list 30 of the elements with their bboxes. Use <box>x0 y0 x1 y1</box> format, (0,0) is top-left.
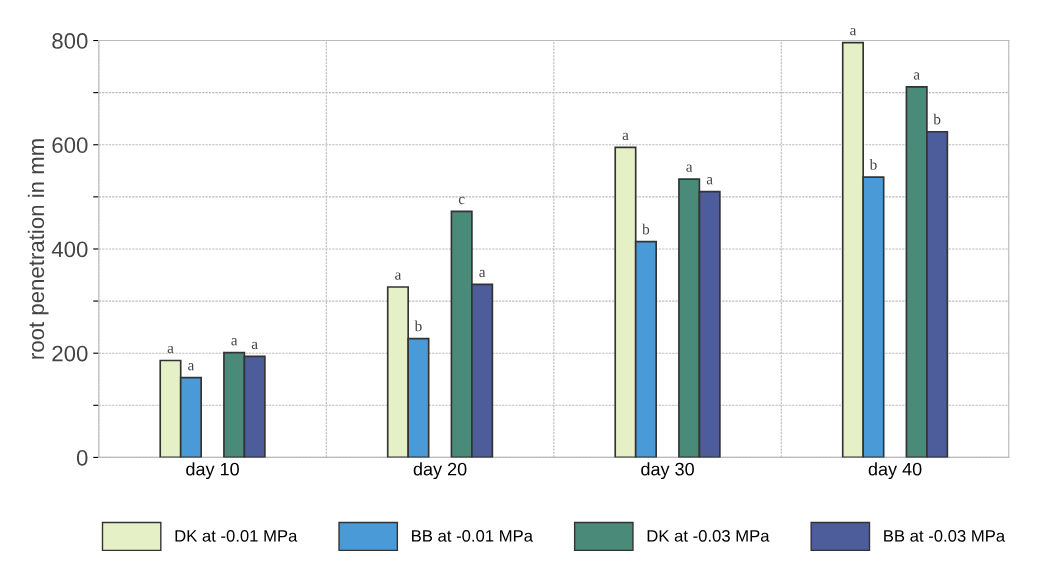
legend-label: DK at -0.03 MPa <box>647 529 770 542</box>
data-label: a <box>706 177 713 185</box>
x-tick-label: day 40 <box>868 462 922 480</box>
data-label: b <box>869 159 877 170</box>
data-label: a <box>622 132 629 141</box>
data-label: a <box>167 345 174 354</box>
legend-label: DK at -0.01 MPa <box>175 529 298 542</box>
data-label: a <box>188 363 195 371</box>
y-tick-label: 600 <box>52 137 88 154</box>
data-label: b <box>642 223 650 235</box>
data-label: a <box>850 28 857 36</box>
legend-label: BB at -0.03 MPa <box>884 529 1006 542</box>
x-tick-label: day 30 <box>641 462 694 480</box>
y-tick-label: 0 <box>76 449 88 466</box>
y-tick-label: 200 <box>52 345 88 362</box>
x-tick-label: day 10 <box>186 462 239 480</box>
data-label: a <box>479 269 486 278</box>
data-label: b <box>933 113 941 125</box>
legend-label: BB at -0.01 MPa <box>412 529 533 542</box>
data-label: a <box>395 272 402 280</box>
y-axis-title: root penetration in mm <box>27 139 49 359</box>
data-label: a <box>251 341 258 350</box>
y-tick-label: 400 <box>51 241 88 258</box>
data-label: a <box>686 164 693 172</box>
y-tick-label: 800 <box>52 33 88 49</box>
data-label: b <box>414 320 422 332</box>
data-label: a <box>913 72 920 80</box>
x-tick-label: day 20 <box>413 462 467 480</box>
data-label: c <box>458 196 465 205</box>
data-label: a <box>231 338 238 346</box>
